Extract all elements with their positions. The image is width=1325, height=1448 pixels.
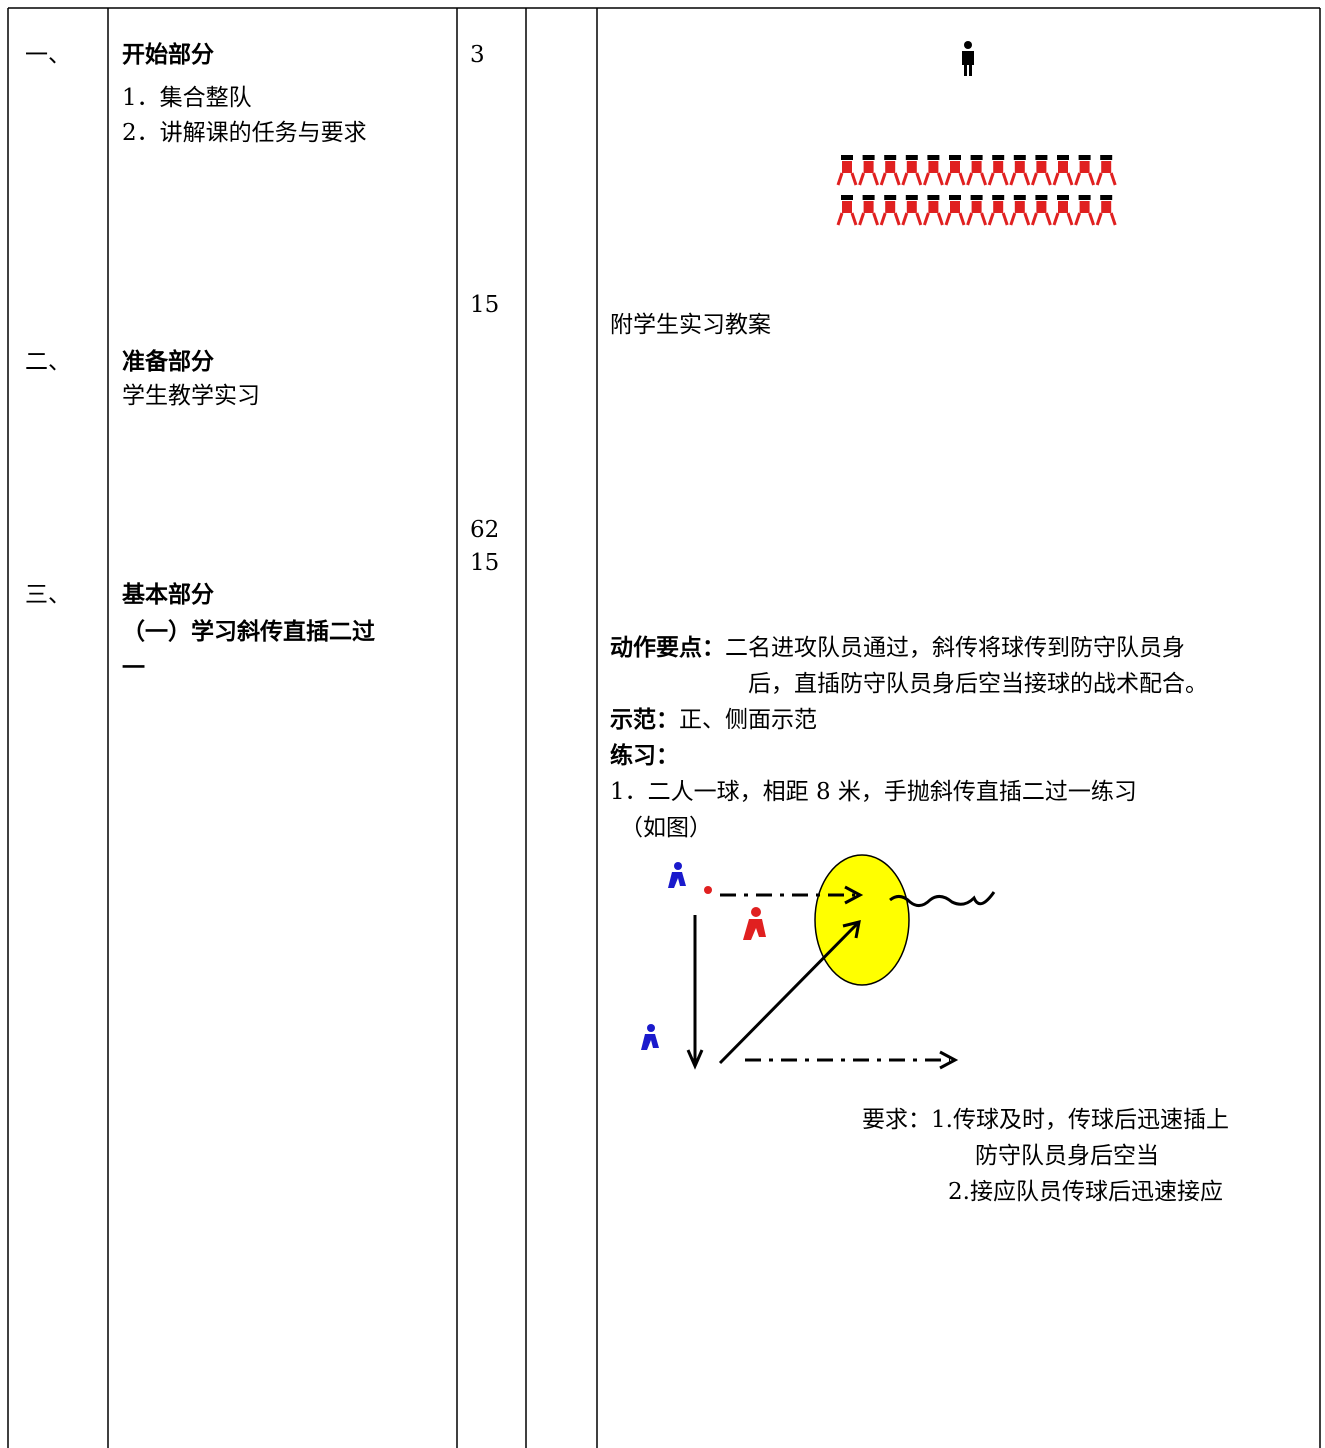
section-number: 二、	[25, 349, 71, 375]
requirement: 要求：1.传球及时，传球后迅速插上	[862, 1107, 1229, 1133]
defender-icon	[743, 907, 766, 940]
text: 后，直插防守队员身后空当接球的战术配合。	[748, 671, 1208, 697]
ball	[704, 886, 712, 894]
student-icon	[944, 155, 966, 186]
label: 示范：	[610, 707, 679, 733]
student-icon	[966, 195, 988, 226]
requirement: 2.接应队员传球后迅速接应	[948, 1179, 1223, 1205]
teacher-icon	[962, 41, 974, 76]
student-icon	[1095, 155, 1117, 186]
play-diagram	[641, 854, 996, 1070]
note: 附学生实习教案	[610, 312, 771, 338]
arrow-head	[844, 885, 864, 905]
section-number: 三、	[25, 582, 71, 608]
text: 正、侧面示范	[679, 707, 817, 733]
label: 动作要点：	[610, 635, 725, 661]
key-points: 动作要点：二名进攻队员通过，斜传将球传到防守队员身	[610, 633, 1185, 663]
arrow-head	[842, 919, 861, 939]
attacker-icon	[641, 1024, 659, 1050]
student-icon	[858, 155, 880, 186]
student-icon	[922, 155, 944, 186]
student-icon	[901, 155, 923, 186]
attacker-icon	[668, 862, 686, 888]
section-item: 学生教学实习	[122, 383, 260, 409]
section-item: 1．集合整队	[122, 85, 252, 111]
student-icon	[836, 195, 858, 226]
student-icon	[858, 195, 880, 226]
label: 练习：	[610, 743, 679, 769]
student-icon	[1074, 155, 1096, 186]
student-icon	[944, 195, 966, 226]
student-icon	[1052, 155, 1074, 186]
arrow-head	[939, 1050, 959, 1070]
practice-item: 1．二人一球，相距 8 米，手抛斜传直插二过一练习	[610, 779, 1137, 805]
section-title: 开始部分	[122, 42, 214, 68]
student-icon	[966, 155, 988, 186]
section-number: 一、	[25, 42, 71, 68]
section-item: 2．讲解课的任务与要求	[122, 120, 367, 146]
student-icon	[1030, 195, 1052, 226]
student-icon	[987, 155, 1009, 186]
student-icon	[1074, 195, 1096, 226]
time: 15	[470, 550, 500, 576]
section-title: 准备部分	[122, 349, 214, 375]
arrow-head	[686, 1049, 704, 1070]
student-icon	[987, 195, 1009, 226]
student-icon	[901, 195, 923, 226]
demo: 示范：正、侧面示范	[610, 705, 817, 735]
student-icon	[1009, 195, 1031, 226]
section-title: 基本部分	[122, 582, 214, 608]
student-icon	[1095, 195, 1117, 226]
cut-arrow	[718, 922, 859, 1065]
student-icon	[1030, 155, 1052, 186]
time: 62	[470, 517, 500, 543]
student-icon	[1052, 195, 1074, 226]
student-icon	[836, 155, 858, 186]
student-formation	[836, 155, 1117, 226]
requirement: 防守队员身后空当	[975, 1143, 1159, 1169]
dribble-line	[889, 891, 996, 907]
table-lines	[7, 7, 1321, 1448]
text: 二名进攻队员通过，斜传将球传到防守队员身	[725, 635, 1185, 661]
student-icon	[879, 155, 901, 186]
section-subtitle: 一	[122, 655, 145, 681]
student-icon	[1009, 155, 1031, 186]
section-subtitle: （一）学习斜传直插二过	[122, 619, 375, 645]
practice-item: （如图）	[620, 815, 712, 841]
time: 3	[470, 42, 485, 68]
time: 15	[470, 292, 500, 318]
student-icon	[922, 195, 944, 226]
student-icon	[879, 195, 901, 226]
